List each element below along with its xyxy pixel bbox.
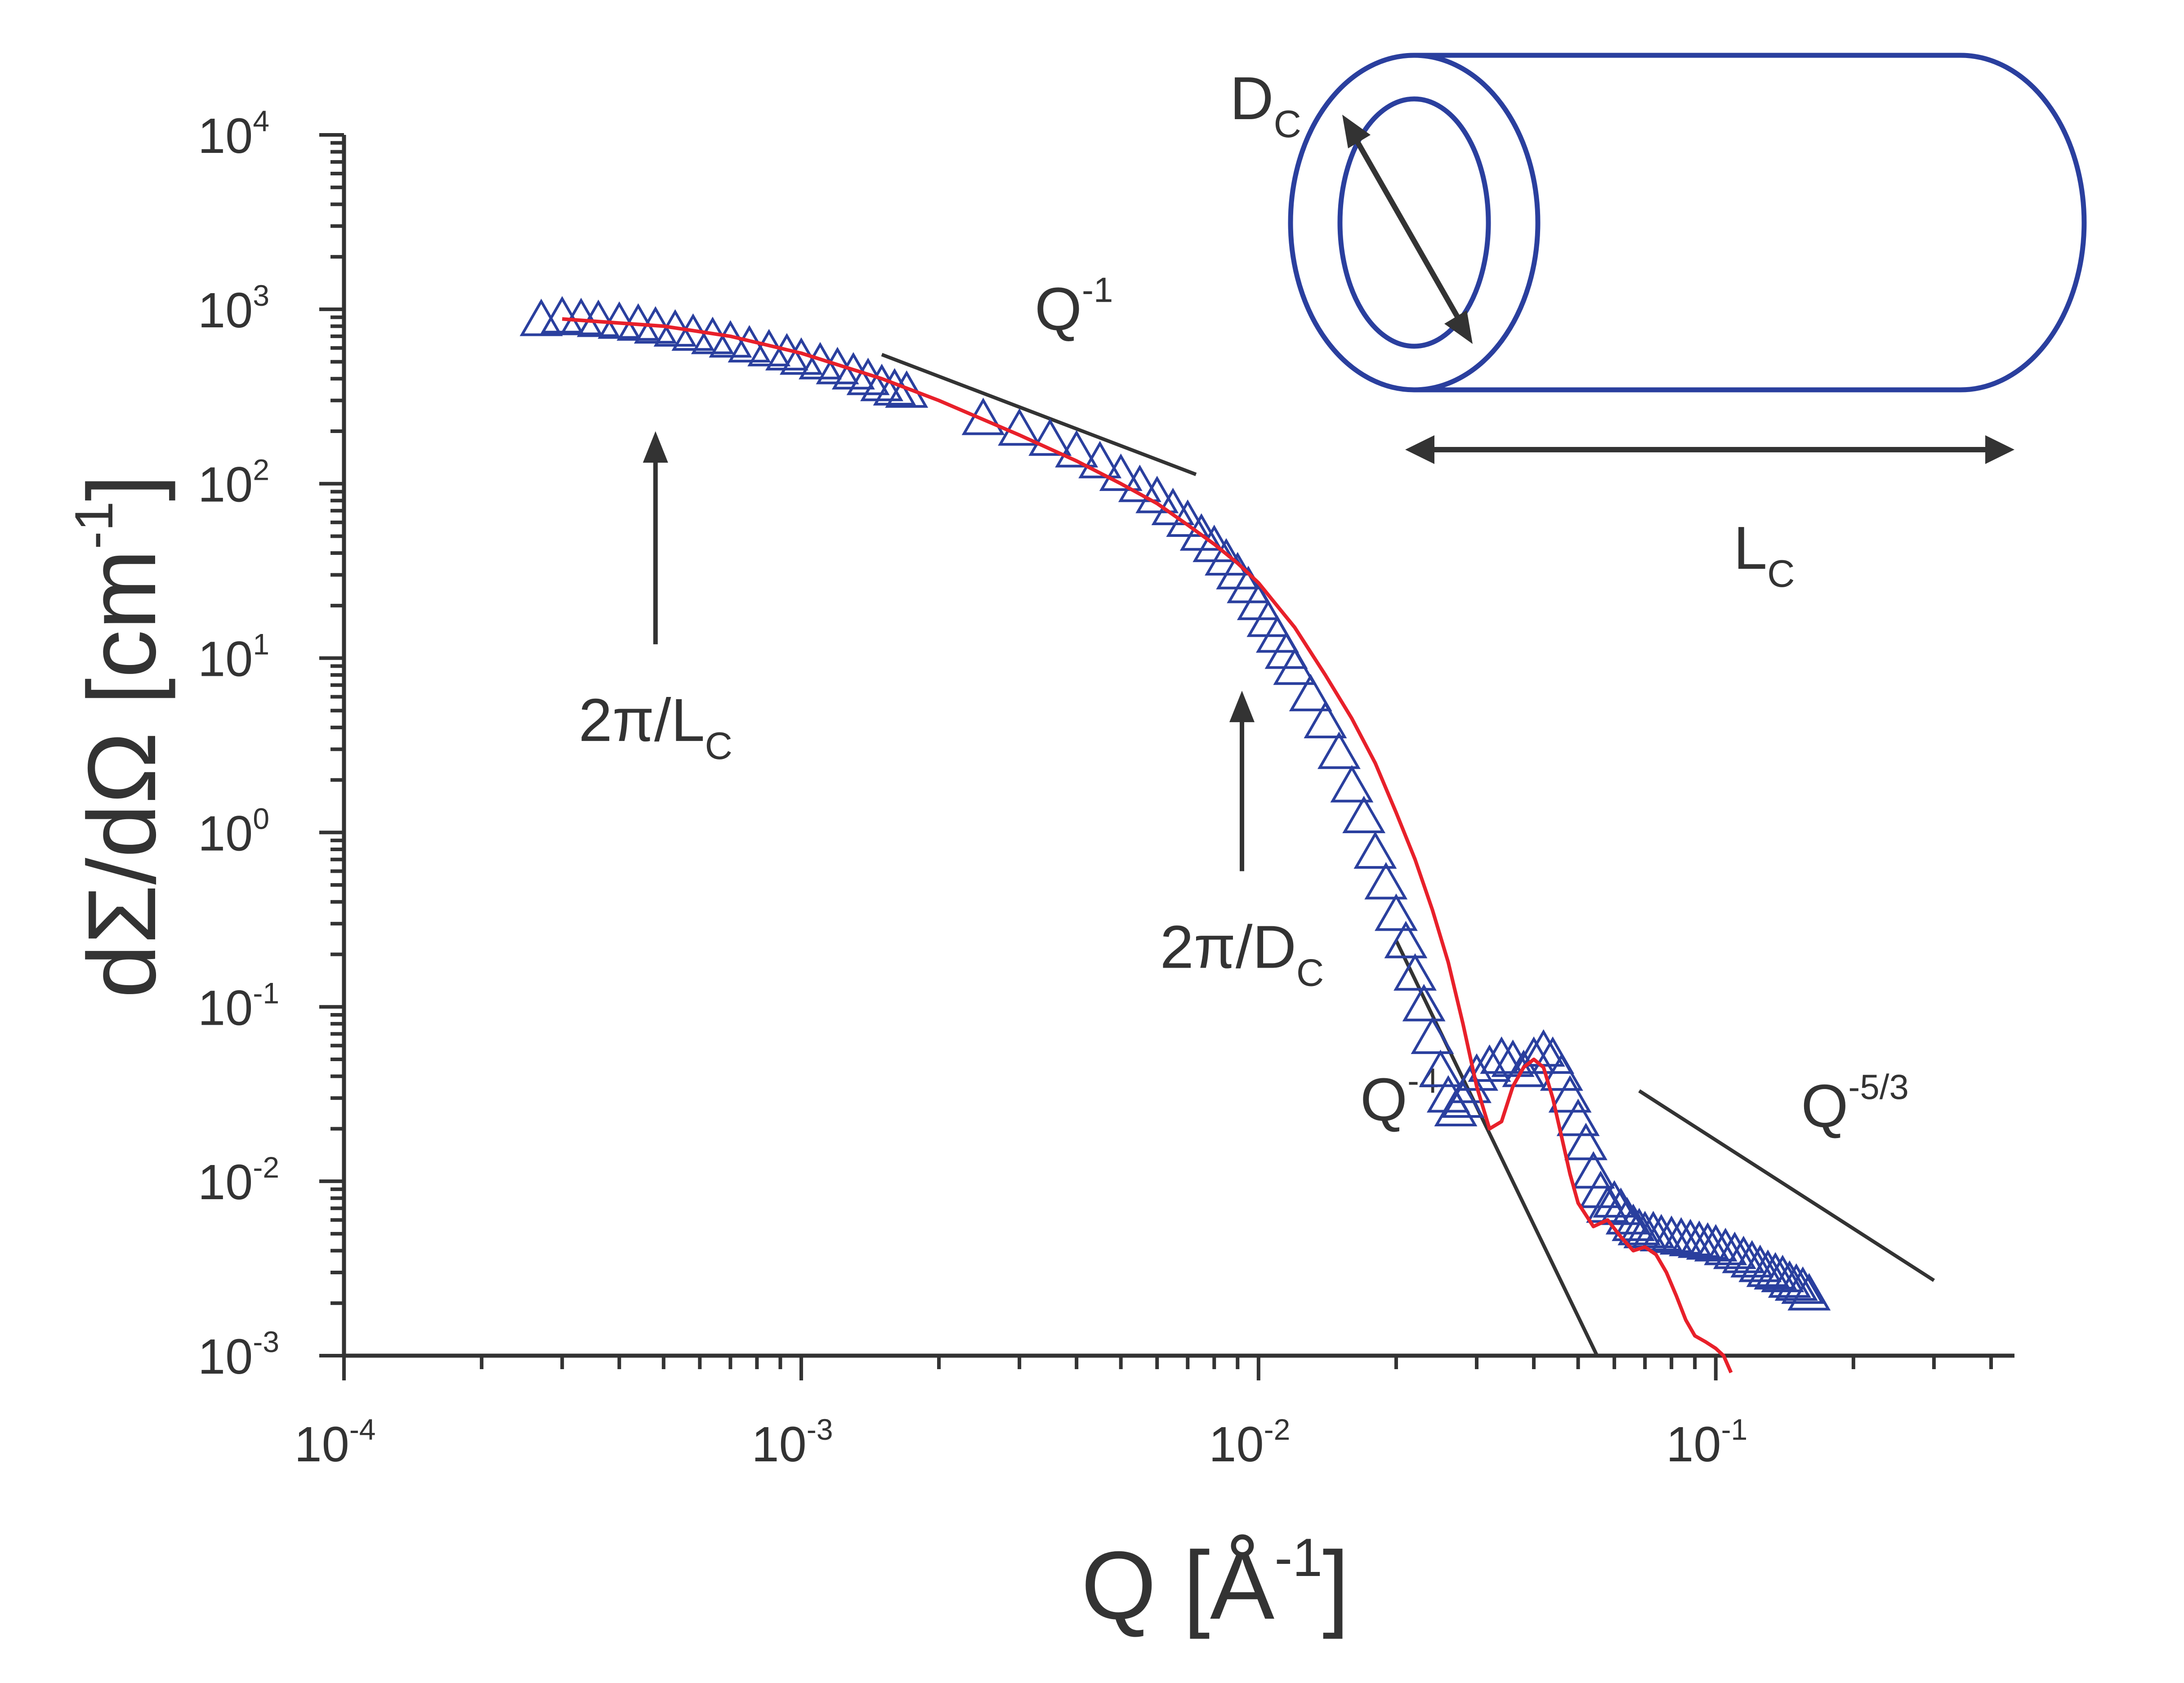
cylinder-inner-rim: [1337, 96, 1491, 349]
data-point-triangle: [1631, 1210, 1675, 1249]
data-point-triangle: [1502, 1049, 1545, 1087]
data-point-triangle: [1384, 920, 1428, 959]
data-point-triangle: [1704, 1228, 1747, 1265]
cylinder-outer-rim: [1288, 53, 1541, 393]
data-point-triangle: [1304, 701, 1347, 738]
y-tick-label: 103: [198, 279, 269, 338]
data-point-triangle: [519, 299, 563, 336]
diameter-arrowhead-top: [1342, 115, 1371, 148]
x-tick-label: 10-4: [294, 1413, 375, 1472]
length-arrowhead-right: [1985, 435, 2014, 464]
data-point-triangle: [1028, 418, 1072, 456]
data-point-triangle: [1317, 731, 1361, 769]
data-point-triangle: [1540, 1053, 1583, 1091]
data-point-triangle: [1781, 1266, 1825, 1304]
data-point-triangle: [1556, 1098, 1600, 1136]
data-point-triangle: [885, 370, 929, 408]
x-tick-label: 10-1: [1666, 1413, 1747, 1472]
data-point-triangle: [1342, 795, 1386, 833]
data-point-triangle: [1480, 1036, 1523, 1074]
diameter-label: DC: [1230, 64, 1301, 146]
data-point-triangle: [1055, 430, 1099, 468]
data-point-triangle: [1612, 1203, 1655, 1241]
data-point-triangle: [1411, 1016, 1454, 1054]
annotation-label: 2π/DC: [1160, 913, 1324, 994]
y-tick-label: 10-1: [198, 976, 279, 1036]
y-tick-label: 102: [198, 453, 269, 513]
data-point-triangle: [1694, 1224, 1737, 1262]
cylinder-body: [1414, 53, 2087, 393]
data-point-triangle: [1364, 862, 1408, 900]
data-point-triangle: [1722, 1236, 1765, 1273]
x-tick-label: 10-2: [1209, 1413, 1290, 1472]
diameter-arrow-shaft: [1351, 134, 1464, 325]
data-point-triangle: [1402, 984, 1446, 1022]
data-point-triangle: [1434, 1089, 1478, 1127]
data-point-triangle: [1593, 1180, 1636, 1218]
y-tick-label: 100: [198, 802, 269, 861]
x-tick-label: 10-3: [751, 1413, 833, 1472]
y-tick-label: 104: [198, 104, 269, 164]
data-point-triangle: [1078, 441, 1122, 478]
data-series: [519, 296, 1831, 1374]
data-point-triangle: [559, 298, 603, 335]
slope-guide-label: Q-5/3: [1801, 1067, 1908, 1140]
slope-guide-label: Q-1: [1035, 270, 1113, 343]
y-tick-label: 10-3: [198, 1325, 279, 1384]
length-arrowhead-left: [1405, 435, 1434, 464]
slope-guide-line: [1638, 1089, 1935, 1282]
data-point-triangle: [1289, 674, 1332, 711]
annotation-arrowhead: [643, 431, 668, 463]
data-point-triangle: [1118, 464, 1161, 502]
data-point-triangle: [1099, 453, 1143, 491]
data-point-triangle: [1353, 831, 1397, 869]
data-point-triangle: [1273, 647, 1317, 685]
x-axis-title: Q [Å-1]: [1081, 1527, 1349, 1639]
model-fit-line: [562, 317, 1733, 1374]
y-tick-label: 101: [198, 628, 269, 687]
y-axis-title: dΣ/dΩ [cm-1]: [64, 474, 176, 998]
data-point-triangle: [1393, 953, 1437, 991]
length-label: LC: [1733, 514, 1795, 595]
data-point-triangle: [1564, 1122, 1608, 1161]
data-point-triangle: [1135, 476, 1179, 513]
data-point-triangle: [1330, 765, 1374, 803]
data-point-triangle: [1419, 1049, 1462, 1087]
annotation-label: 2π/LC: [579, 686, 732, 768]
annotations: 2π/LC 2π/DC: [579, 431, 1324, 994]
data-point-triangle: [576, 299, 620, 337]
data-point-triangle: [1713, 1232, 1756, 1269]
data-point-triangle: [1768, 1260, 1811, 1298]
data-point-triangle: [1548, 1075, 1592, 1113]
axes: 10-4 10-3 10-2 10-1 10-3 10-2 10-1 100 101 102 103…: [64, 104, 2014, 1639]
data-point-triangle: [1650, 1215, 1693, 1253]
data-point-triangle: [1531, 1036, 1575, 1074]
data-point-triangle: [1375, 893, 1418, 931]
data-point-triangle: [1639, 1214, 1683, 1252]
data-point-triangle: [998, 408, 1041, 446]
slope-guide-line: [1394, 940, 1599, 1357]
data-point-triangle: [1617, 1208, 1661, 1246]
slope-guide-line: [881, 353, 1197, 476]
diameter-arrowhead-bottom: [1444, 310, 1473, 344]
cylinder-inset: DC LC: [1230, 53, 2087, 595]
data-point-triangle: [1787, 1273, 1831, 1311]
data-point-triangle: [1730, 1240, 1774, 1278]
y-tick-label: 10-2: [198, 1151, 279, 1210]
annotation-arrowhead: [1229, 691, 1255, 723]
data-point-triangle: [1686, 1222, 1729, 1260]
data-point-triangle: [961, 397, 1005, 435]
slope-guides: Q-1 Q-4 Q-5/3: [881, 270, 1935, 1357]
slope-guide-label: Q-4: [1360, 1061, 1438, 1134]
